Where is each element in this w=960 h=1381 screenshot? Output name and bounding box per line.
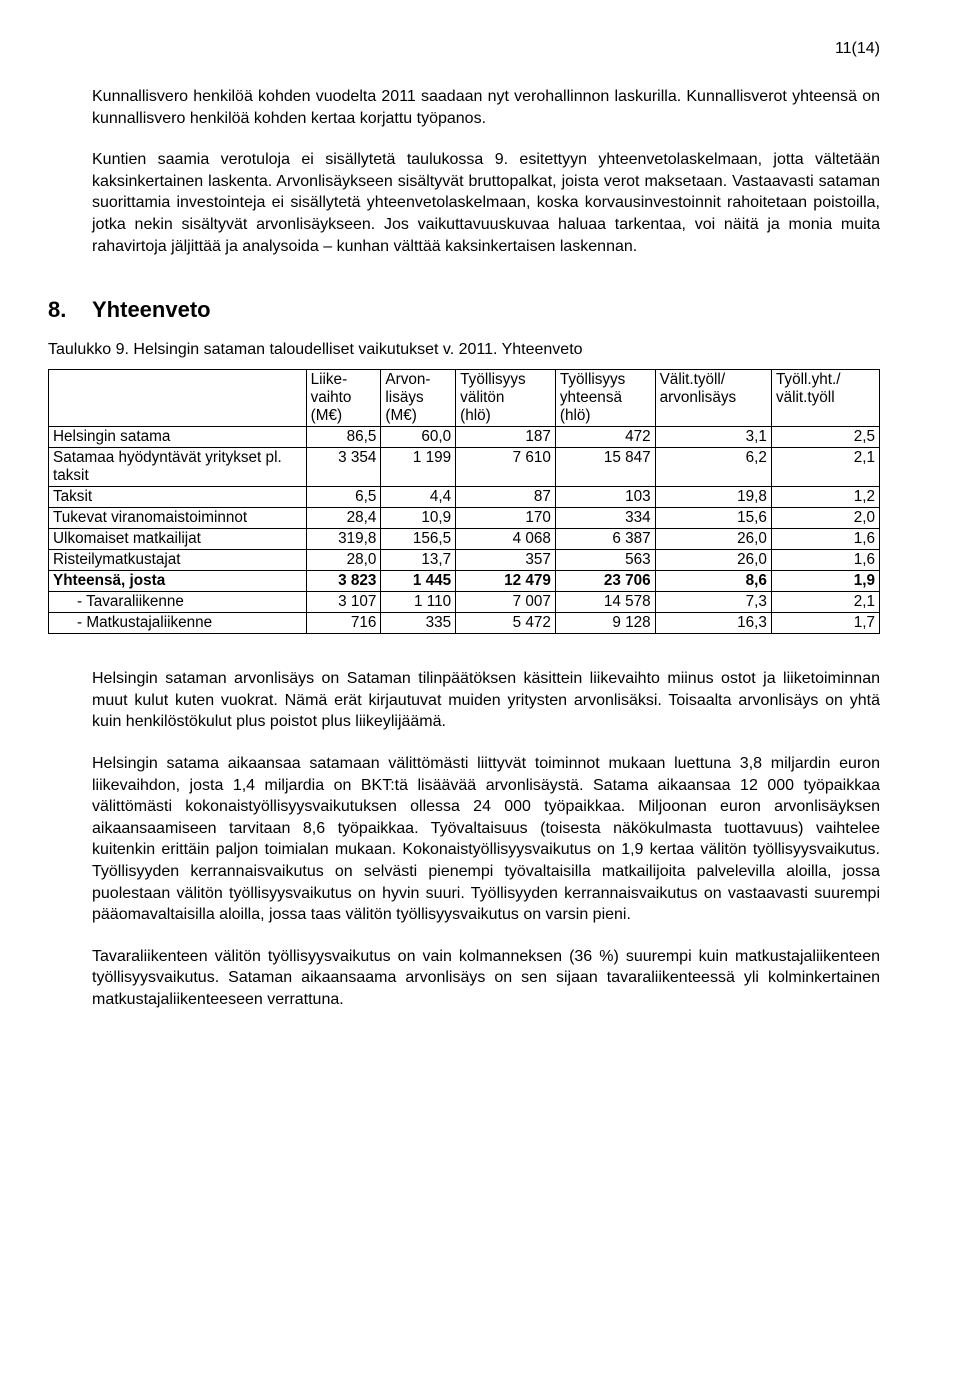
table-row: Satamaa hyödyntävät yritykset pl. taksit… bbox=[49, 448, 880, 487]
table-row: Tukevat viranomaistoiminnot28,410,917033… bbox=[49, 508, 880, 529]
table-cell: 1,6 bbox=[771, 529, 879, 550]
row-label-cell: Helsingin satama bbox=[49, 427, 307, 448]
table-row: Risteilymatkustajat28,013,735756326,01,6 bbox=[49, 550, 880, 571]
table-cell: 103 bbox=[555, 487, 655, 508]
table-cell: 14 578 bbox=[555, 592, 655, 613]
table-cell: 335 bbox=[381, 613, 456, 634]
table-row: Yhteensä, josta3 8231 44512 47923 7068,6… bbox=[49, 571, 880, 592]
table-cell: 16,3 bbox=[655, 613, 771, 634]
paragraph-4: Helsingin satama aikaansaa satamaan väli… bbox=[92, 753, 880, 926]
table-cell: 4,4 bbox=[381, 487, 456, 508]
table-title: Taulukko 9. Helsingin sataman taloudelli… bbox=[48, 341, 880, 359]
document-page: 11(14) Kunnallisvero henkilöä kohden vuo… bbox=[0, 0, 960, 1050]
table-cell: 10,9 bbox=[381, 508, 456, 529]
table-cell: 1,7 bbox=[771, 613, 879, 634]
table-cell: 3 354 bbox=[306, 448, 381, 487]
table-row: Ulkomaiset matkailijat319,8156,54 0686 3… bbox=[49, 529, 880, 550]
table-header-cell: Arvon- lisäys (M€) bbox=[381, 370, 456, 427]
row-label-cell: - Matkustajaliikenne bbox=[49, 613, 307, 634]
table-cell: 5 472 bbox=[456, 613, 556, 634]
table-cell: 1 445 bbox=[381, 571, 456, 592]
table-cell: 2,1 bbox=[771, 592, 879, 613]
row-label-cell: Tukevat viranomaistoiminnot bbox=[49, 508, 307, 529]
table-cell: 19,8 bbox=[655, 487, 771, 508]
row-label-cell: - Tavaraliikenne bbox=[49, 592, 307, 613]
paragraph-3: Helsingin sataman arvonlisäys on Sataman… bbox=[92, 668, 880, 733]
table-header-cell: Työll.yht./ välit.työll bbox=[771, 370, 879, 427]
table-cell: 1,6 bbox=[771, 550, 879, 571]
table-cell: 7 007 bbox=[456, 592, 556, 613]
table-cell: 1,9 bbox=[771, 571, 879, 592]
table-header-row: Liike- vaihto (M€)Arvon- lisäys (M€)Työl… bbox=[49, 370, 880, 427]
table-row: Helsingin satama86,560,01874723,12,5 bbox=[49, 427, 880, 448]
table-cell: 716 bbox=[306, 613, 381, 634]
table-cell: 334 bbox=[555, 508, 655, 529]
table-header-cell bbox=[49, 370, 307, 427]
table-cell: 3 823 bbox=[306, 571, 381, 592]
table-cell: 60,0 bbox=[381, 427, 456, 448]
table-cell: 187 bbox=[456, 427, 556, 448]
table-cell: 2,1 bbox=[771, 448, 879, 487]
table-cell: 12 479 bbox=[456, 571, 556, 592]
table-cell: 2,0 bbox=[771, 508, 879, 529]
table-cell: 87 bbox=[456, 487, 556, 508]
table-cell: 23 706 bbox=[555, 571, 655, 592]
paragraph-5: Tavaraliikenteen välitön työllisyysvaiku… bbox=[92, 946, 880, 1011]
table-header-cell: Työllisyys yhteensä (hlö) bbox=[555, 370, 655, 427]
table-cell: 86,5 bbox=[306, 427, 381, 448]
table-cell: 3,1 bbox=[655, 427, 771, 448]
table-cell: 28,0 bbox=[306, 550, 381, 571]
table-header-cell: Liike- vaihto (M€) bbox=[306, 370, 381, 427]
table-cell: 13,7 bbox=[381, 550, 456, 571]
table-cell: 28,4 bbox=[306, 508, 381, 529]
table-cell: 15 847 bbox=[555, 448, 655, 487]
table-header-cell: Työllisyys välitön (hlö) bbox=[456, 370, 556, 427]
table-body: Helsingin satama86,560,01874723,12,5Sata… bbox=[49, 427, 880, 634]
table-cell: 6 387 bbox=[555, 529, 655, 550]
section-title: Yhteenveto bbox=[92, 297, 211, 322]
page-number: 11(14) bbox=[92, 40, 880, 58]
table-row: - Matkustajaliikenne7163355 4729 12816,3… bbox=[49, 613, 880, 634]
paragraph-1: Kunnallisvero henkilöä kohden vuodelta 2… bbox=[92, 86, 880, 129]
table-cell: 2,5 bbox=[771, 427, 879, 448]
row-label-cell: Satamaa hyödyntävät yritykset pl. taksit bbox=[49, 448, 307, 487]
table-header-cell: Välit.työll/ arvonlisäys bbox=[655, 370, 771, 427]
summary-table: Liike- vaihto (M€)Arvon- lisäys (M€)Työl… bbox=[48, 369, 880, 634]
section-number: 8. bbox=[48, 297, 92, 323]
table-cell: 170 bbox=[456, 508, 556, 529]
table-cell: 8,6 bbox=[655, 571, 771, 592]
table-cell: 1 199 bbox=[381, 448, 456, 487]
table-cell: 26,0 bbox=[655, 550, 771, 571]
paragraph-2: Kuntien saamia verotuloja ei sisällytetä… bbox=[92, 149, 880, 257]
table-cell: 1 110 bbox=[381, 592, 456, 613]
table-cell: 4 068 bbox=[456, 529, 556, 550]
table-cell: 6,5 bbox=[306, 487, 381, 508]
row-label-cell: Yhteensä, josta bbox=[49, 571, 307, 592]
table-cell: 319,8 bbox=[306, 529, 381, 550]
row-label-cell: Taksit bbox=[49, 487, 307, 508]
section-heading: 8.Yhteenveto bbox=[48, 297, 880, 323]
table-cell: 7 610 bbox=[456, 448, 556, 487]
table-row: Taksit6,54,48710319,81,2 bbox=[49, 487, 880, 508]
table-cell: 7,3 bbox=[655, 592, 771, 613]
table-cell: 3 107 bbox=[306, 592, 381, 613]
table-cell: 15,6 bbox=[655, 508, 771, 529]
table-cell: 156,5 bbox=[381, 529, 456, 550]
row-label-cell: Risteilymatkustajat bbox=[49, 550, 307, 571]
row-label-cell: Ulkomaiset matkailijat bbox=[49, 529, 307, 550]
table-cell: 472 bbox=[555, 427, 655, 448]
table-cell: 26,0 bbox=[655, 529, 771, 550]
table-cell: 563 bbox=[555, 550, 655, 571]
table-cell: 1,2 bbox=[771, 487, 879, 508]
table-row: - Tavaraliikenne3 1071 1107 00714 5787,3… bbox=[49, 592, 880, 613]
table-cell: 9 128 bbox=[555, 613, 655, 634]
table-cell: 357 bbox=[456, 550, 556, 571]
table-cell: 6,2 bbox=[655, 448, 771, 487]
